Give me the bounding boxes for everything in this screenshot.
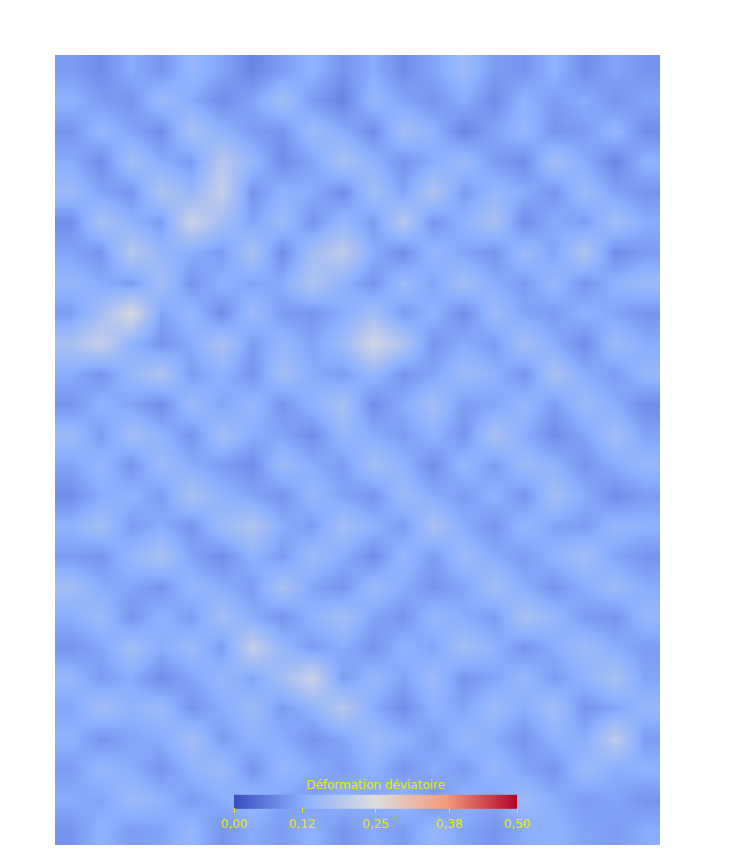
svg-text:0,00: 0,00 xyxy=(221,817,248,831)
svg-text:0,25: 0,25 xyxy=(362,817,389,831)
svg-text:Déformation déviatoire: Déformation déviatoire xyxy=(306,778,445,792)
svg-text:0,38: 0,38 xyxy=(436,817,463,831)
svg-text:0,12: 0,12 xyxy=(289,817,316,831)
svg-text:0,50: 0,50 xyxy=(504,817,531,831)
